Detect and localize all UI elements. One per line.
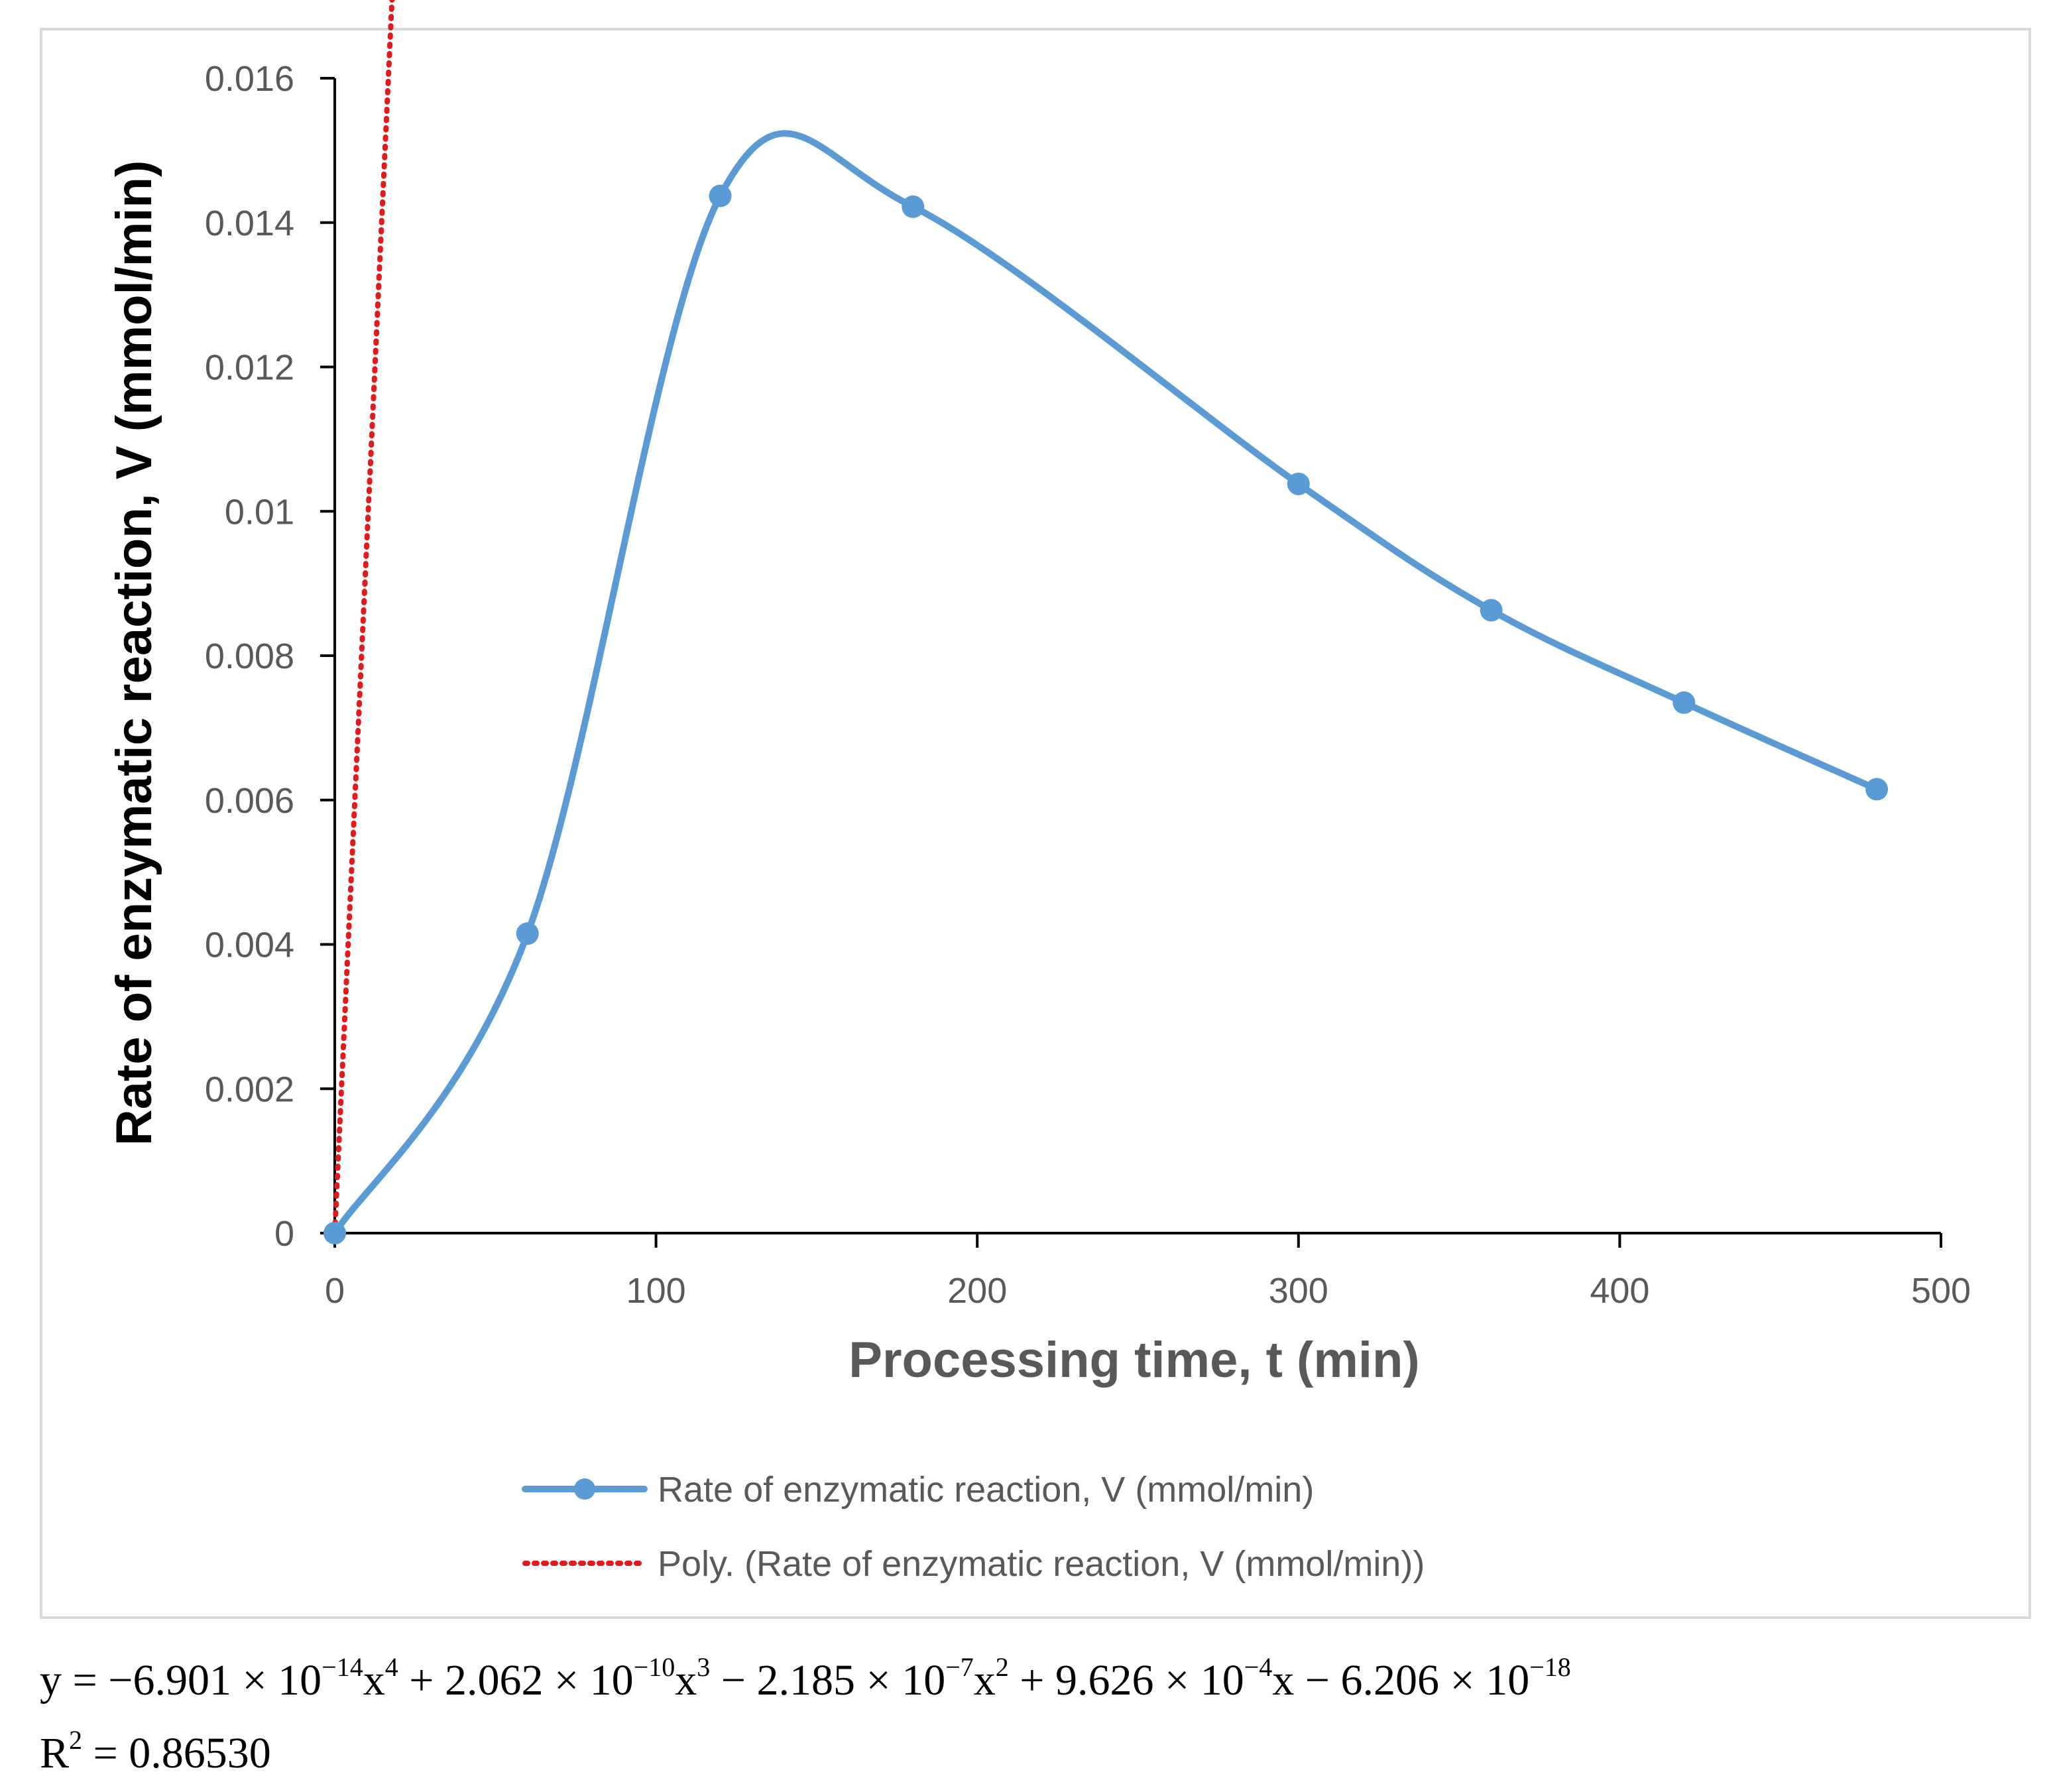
eq-text: x [973, 1656, 996, 1704]
axes [333, 78, 1941, 1234]
eq-exponent: −4 [1244, 1652, 1273, 1682]
chart-canvas: Rate of enzymatic reaction, V (mmol/min)… [106, 0, 1971, 1584]
eq-text: − 2.185 × 10 [710, 1656, 946, 1704]
eq-exponent: −14 [322, 1652, 363, 1682]
y-tick-label: 0.006 [205, 781, 294, 821]
y-tick-label: 0 [274, 1214, 294, 1254]
y-tick-label: 0.012 [205, 348, 294, 388]
r2-label: R [40, 1729, 70, 1777]
chart-frame [40, 28, 2031, 1619]
eq-text: x − 6.206 × 10 [1272, 1656, 1530, 1704]
x-tick-label: 300 [1269, 1271, 1328, 1311]
series-line-rate [331, 130, 1881, 1236]
x-tick-label: 500 [1911, 1271, 1971, 1311]
series-point [1672, 691, 1696, 714]
y-axis-ticks: 0 0.002 0.004 0.006 0.008 0.01 0.012 0.014 0.016 [205, 59, 335, 1254]
y-tick-label: 0.002 [205, 1069, 294, 1109]
eq-exponent: −7 [945, 1652, 974, 1682]
eq-exponent: 2 [995, 1652, 1009, 1682]
r2-exponent: 2 [69, 1725, 83, 1755]
eq-exponent: −10 [633, 1652, 675, 1682]
r2-value: = 0.86530 [82, 1729, 271, 1777]
eq-text: + 2.062 × 10 [398, 1656, 634, 1704]
series-point [709, 184, 732, 208]
eq-exponent: 3 [697, 1652, 711, 1682]
y-tick-label: 0.004 [205, 926, 294, 965]
y-axis-title: Rate of enzymatic reaction, V (mmol/min) [106, 160, 162, 1146]
x-tick-label: 100 [626, 1271, 686, 1311]
legend-label-trendline: Poly. (Rate of enzymatic reaction, V (mm… [658, 1544, 1425, 1584]
y-tick-label: 0.016 [205, 59, 294, 99]
eq-exponent: 4 [384, 1652, 398, 1682]
x-tick-label: 400 [1590, 1271, 1649, 1311]
series-point [1480, 599, 1503, 622]
plot-area [323, 0, 1889, 1244]
eq-exponent: −18 [1529, 1652, 1571, 1682]
x-tick-label: 0 [325, 1271, 345, 1311]
eq-text: y = −6.901 × 10 [40, 1656, 322, 1704]
y-tick-label: 0.014 [205, 204, 294, 243]
eq-text: x [675, 1656, 697, 1704]
legend-swatch-series-marker [574, 1478, 595, 1500]
series-point [902, 195, 925, 218]
series-point [1865, 778, 1889, 801]
series-point [323, 1222, 346, 1244]
r-squared: R2 = 0.86530 [40, 1727, 271, 1777]
x-tick-label: 200 [947, 1271, 1007, 1311]
legend-label-series: Rate of enzymatic reaction, V (mmol/min) [658, 1470, 1314, 1510]
series-point [516, 922, 539, 945]
series-point [1287, 472, 1310, 495]
trendline-equation: y = −6.901 × 10−14x4 + 2.062 × 10−10x3 −… [40, 1654, 1571, 1704]
legend: Rate of enzymatic reaction, V (mmol/min)… [522, 1470, 1425, 1584]
x-axis-ticks: 0 100 200 300 400 500 [325, 1233, 1971, 1311]
y-tick-label: 0.008 [205, 636, 294, 676]
eq-text: x [363, 1656, 385, 1704]
x-axis-title: Processing time, t (min) [849, 1332, 1420, 1388]
eq-text: + 9.626 × 10 [1008, 1656, 1244, 1704]
trendline-polynomial [332, 0, 395, 1236]
y-tick-label: 0.01 [225, 492, 294, 532]
